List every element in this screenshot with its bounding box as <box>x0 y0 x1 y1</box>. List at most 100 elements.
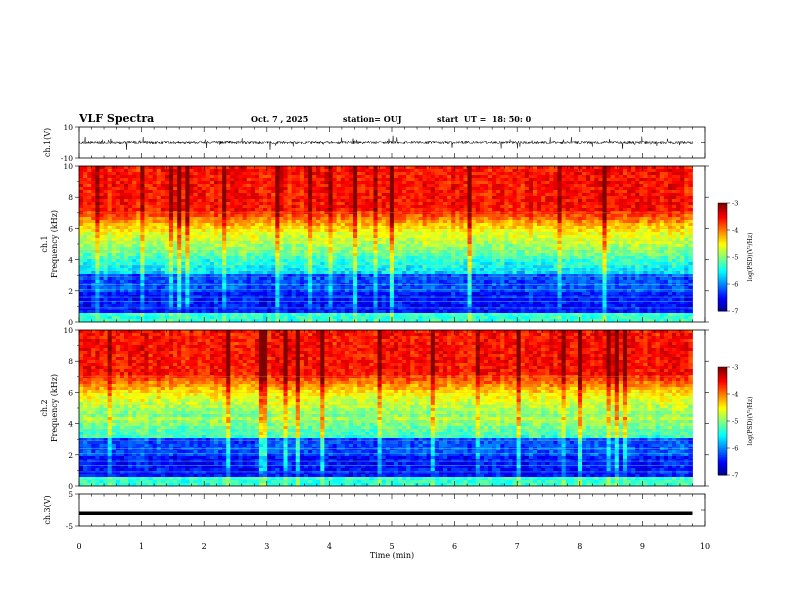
colorbar-swatch <box>718 424 727 427</box>
colorbar-swatch <box>718 266 727 269</box>
colorbar-swatch <box>718 446 727 449</box>
colorbar-swatch <box>718 386 727 390</box>
colorbar-swatch <box>718 257 727 260</box>
colorbar-swatch <box>718 372 727 375</box>
start-time-label: start UT = 18: 50: 0 <box>437 114 532 124</box>
colorbar-swatch <box>718 415 727 418</box>
colorbar-swatch <box>718 442 727 445</box>
colorbar-swatch <box>718 394 727 397</box>
colorbar-swatch <box>718 390 727 393</box>
colorbar-swatch <box>718 430 727 433</box>
colorbar-swatch <box>718 383 727 386</box>
colorbar-swatch <box>718 302 727 305</box>
colorbar-swatch <box>718 392 727 395</box>
colorbar-swatch <box>718 451 727 454</box>
x-axis-label: Time (min) <box>370 551 414 560</box>
colorbar-swatch <box>718 433 727 436</box>
colorbar-swatch <box>718 426 727 429</box>
colorbar-swatch <box>718 406 727 409</box>
y-axis-label: Frequency (kHz) <box>50 210 59 278</box>
colorbar-swatch <box>718 303 727 307</box>
colorbar-swatch <box>718 300 727 303</box>
colorbar-swatch <box>718 410 727 413</box>
colorbar-swatch <box>718 246 727 249</box>
colorbar-swatch <box>718 260 727 263</box>
colorbar-swatch <box>718 242 727 245</box>
x-tick-label: 1 <box>139 542 144 551</box>
colorbar-swatch <box>718 213 727 217</box>
y-tick-label: 2 <box>68 287 73 296</box>
colorbar-swatch <box>718 264 727 267</box>
colorbar-swatch <box>718 253 727 256</box>
colorbar-swatch <box>718 231 727 235</box>
y-tick-label: 10 <box>63 326 73 335</box>
colorbar-tick-label: -5 <box>732 254 738 262</box>
colorbar-swatch <box>718 215 727 218</box>
x-tick-label: 2 <box>202 542 207 551</box>
colorbar-swatch <box>718 376 727 379</box>
colorbar-swatch <box>718 370 727 373</box>
colorbar-swatch <box>718 206 727 209</box>
colorbar-tick-label: -3 <box>732 200 738 208</box>
colorbar-swatch <box>718 464 727 467</box>
colorbar-swatch <box>718 444 727 447</box>
colorbar-swatch <box>718 307 727 310</box>
colorbar-tick-label: -6 <box>732 445 738 453</box>
colorbar-swatch <box>718 244 727 247</box>
colorbar-swatch <box>718 367 727 370</box>
colorbar-swatch <box>718 248 727 251</box>
x-tick-label: 5 <box>389 542 394 551</box>
colorbar-swatch <box>718 374 727 377</box>
y-axis-label: ch.3(V) <box>43 495 52 524</box>
colorbar-swatch <box>718 404 727 408</box>
colorbar-swatch <box>718 309 727 312</box>
colorbar-swatch <box>718 437 727 440</box>
colorbar-swatch <box>718 388 727 391</box>
colorbar-swatch <box>718 298 727 301</box>
x-tick-label: 7 <box>515 542 520 551</box>
colorbar-swatch <box>718 435 727 438</box>
colorbar-swatch <box>718 379 727 382</box>
colorbar-swatch <box>718 419 727 422</box>
colorbar-swatch <box>718 469 727 472</box>
colorbar-swatch <box>718 460 727 463</box>
colorbar-swatch <box>718 408 727 411</box>
colorbar-swatch <box>718 224 727 227</box>
channel-label: ch.2 <box>40 399 49 416</box>
colorbar-swatch <box>718 457 727 460</box>
colorbar-swatch <box>718 417 727 420</box>
colorbar-tick-label: -7 <box>732 472 738 480</box>
colorbar-swatch <box>718 210 727 213</box>
y-axis-label: ch.1(V) <box>43 128 52 157</box>
colorbar-swatch <box>718 258 727 262</box>
colorbar-swatch <box>718 291 727 294</box>
colorbar-label: log(PSD)(V²/Hz) <box>747 397 754 446</box>
y-tick-label: 0 <box>68 318 73 327</box>
colorbar-label: log(PSD)(V²/Hz) <box>747 233 754 282</box>
colorbar-swatch <box>718 296 727 299</box>
colorbar-swatch <box>718 267 727 271</box>
y-tick-label: 6 <box>68 388 73 397</box>
colorbar-swatch <box>718 269 727 272</box>
colorbar-swatch <box>718 413 727 417</box>
colorbar-swatch <box>718 282 727 285</box>
colorbar-tick-label: -3 <box>732 364 738 372</box>
colorbar-swatch <box>718 455 727 458</box>
y-tick-label: 8 <box>68 193 73 202</box>
y-tick-label: 4 <box>68 256 73 265</box>
y-axis-label: Frequency (kHz) <box>50 374 59 442</box>
colorbar-swatch <box>718 289 727 292</box>
colorbar-swatch <box>718 294 727 298</box>
colorbar-swatch <box>718 221 727 224</box>
spectrogram-1 <box>79 166 705 323</box>
colorbar-swatch <box>718 467 727 471</box>
figure-title: VLF Spectra <box>79 112 155 125</box>
colorbar-swatch <box>718 222 727 226</box>
colorbar-swatch <box>718 208 727 211</box>
colorbar-swatch <box>718 397 727 400</box>
colorbar-swatch <box>718 439 727 442</box>
colorbar-swatch <box>718 237 727 240</box>
ch1-waveform-line <box>78 135 693 150</box>
colorbar-swatch <box>718 287 727 290</box>
